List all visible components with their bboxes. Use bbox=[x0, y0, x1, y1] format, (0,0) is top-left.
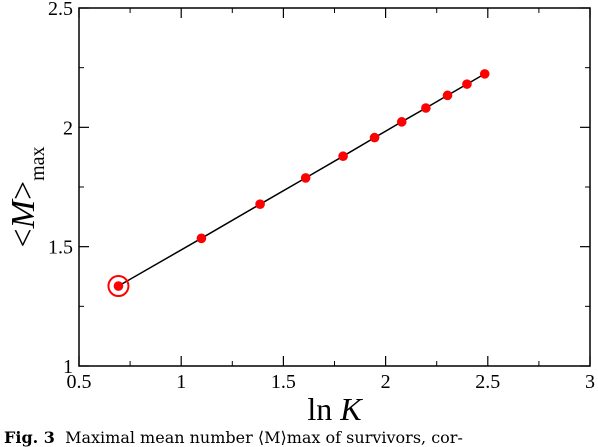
data-point bbox=[479, 69, 490, 79]
y-tick-label: 1 bbox=[63, 356, 73, 378]
axis-ticks bbox=[78, 7, 591, 367]
y-axis-title-variable: M bbox=[5, 198, 42, 229]
x-axis-title-variable: K bbox=[339, 391, 363, 427]
tick-labels: 0.5 1 1.5 2 2.5 311.522.5 bbox=[48, 0, 595, 393]
data-points bbox=[107, 69, 490, 298]
data-point bbox=[338, 151, 348, 162]
y-tick-label: 2 bbox=[63, 117, 73, 139]
data-point bbox=[300, 173, 311, 183]
y-axis-title-open: < bbox=[5, 228, 42, 247]
x-tick-label: 2 bbox=[381, 371, 391, 393]
data-point bbox=[369, 132, 380, 143]
data-point bbox=[442, 90, 453, 101]
data-point bbox=[462, 79, 472, 89]
x-tick-label: 3 bbox=[585, 371, 595, 393]
y-axis-title: <M>max bbox=[5, 146, 49, 247]
y-axis-title-close: > bbox=[5, 181, 42, 200]
data-point bbox=[113, 281, 124, 291]
caption-label: Fig. 3 bbox=[4, 428, 55, 447]
data-point bbox=[196, 233, 207, 244]
data-point bbox=[396, 117, 407, 127]
x-axis-title: ln K bbox=[307, 391, 363, 427]
y-tick-label: 1.5 bbox=[48, 237, 73, 259]
caption-text: Maximal mean number ⟨M⟩max of survivors,… bbox=[65, 428, 463, 447]
x-axis-title-text: ln bbox=[307, 391, 340, 427]
data-point bbox=[255, 199, 265, 209]
x-tick-label: 1 bbox=[176, 371, 186, 393]
highlight-ring bbox=[107, 275, 130, 298]
figure-caption: Fig. 3 Maximal mean number ⟨M⟩max of sur… bbox=[4, 428, 594, 447]
plot-frame bbox=[78, 7, 591, 367]
y-tick-label: 2.5 bbox=[48, 0, 73, 20]
x-tick-label: 1.5 bbox=[271, 371, 296, 393]
x-tick-label: 0.5 bbox=[67, 371, 92, 393]
data-point bbox=[421, 103, 431, 113]
x-tick-label: 2.5 bbox=[475, 371, 500, 393]
y-axis-title-subscript: max bbox=[27, 146, 49, 180]
